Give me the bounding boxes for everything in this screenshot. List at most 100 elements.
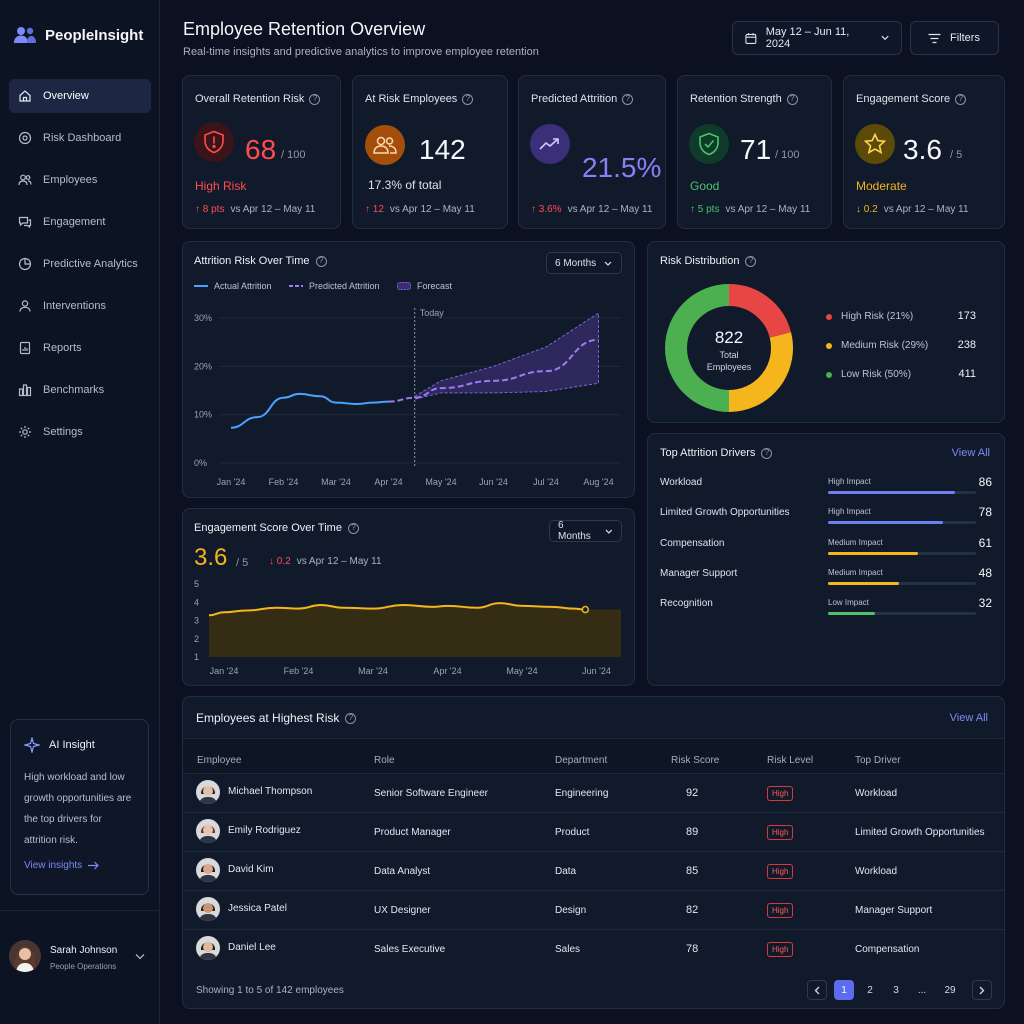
chevron-down-icon[interactable]	[135, 953, 145, 960]
table-view-all-link[interactable]: View All	[949, 712, 988, 724]
sidebar-item-benchmarks[interactable]: Benchmarks	[9, 373, 151, 407]
driver-value: 48	[978, 565, 992, 580]
x-tick-label: Aug '24	[583, 477, 613, 487]
next-page-button[interactable]	[972, 980, 992, 1000]
legend-dot	[826, 371, 832, 378]
sidebar-item-engagement[interactable]: Engagement	[9, 205, 151, 239]
prev-page-button[interactable]	[807, 980, 827, 1000]
engagement-range-select[interactable]: 6 Months	[549, 520, 622, 542]
view-insights-link[interactable]: View insights	[24, 860, 135, 871]
column-header-risk-score[interactable]: Risk Score	[671, 755, 720, 766]
help-icon[interactable]: ?	[955, 93, 967, 105]
brand[interactable]: PeopleInsight	[14, 26, 143, 44]
help-icon[interactable]: ?	[622, 93, 634, 105]
help-icon[interactable]: ?	[345, 712, 357, 724]
page-button-2[interactable]: 2	[867, 984, 873, 996]
kpi-value: 142	[419, 134, 466, 165]
x-tick-label: Feb '24	[269, 477, 299, 487]
user-icon	[19, 300, 31, 312]
legend-label: Low Risk (50%)	[841, 369, 912, 380]
driver-value: 61	[978, 535, 992, 550]
avatar	[196, 936, 220, 960]
sidebar-item-overview[interactable]: Overview	[9, 79, 151, 113]
table-row[interactable]	[182, 812, 1004, 851]
legend-label: Medium Risk (29%)	[841, 340, 929, 351]
kpi-delta: ↓ 0.2 vs Apr 12 – May 11	[856, 204, 969, 215]
users-icon	[365, 125, 405, 165]
date-range-label: May 12 – Jun 11, 2024	[765, 26, 850, 50]
driver-impact: High Impact	[828, 477, 871, 486]
table-row[interactable]	[182, 773, 1004, 812]
filters-button[interactable]: Filters	[910, 21, 999, 55]
attrition-chart-title: Attrition Risk Over Time?	[194, 255, 327, 267]
donut-slice	[728, 332, 793, 412]
page-ellipsis: ...	[917, 984, 927, 996]
kpi-label: Engagement Score?	[856, 93, 967, 105]
driver-value: 78	[978, 505, 992, 520]
user-name: Sarah Johnson	[50, 945, 118, 956]
column-header-role[interactable]: Role	[374, 755, 395, 766]
employee-role: Data Analyst	[374, 866, 431, 877]
column-header-top-driver[interactable]: Top Driver	[855, 755, 901, 766]
page-button-1[interactable]: 1	[834, 980, 854, 1000]
date-range-picker[interactable]: May 12 – Jun 11, 2024	[732, 21, 902, 55]
app-name: PeopleInsight	[45, 26, 144, 44]
sidebar-item-predictive-analytics[interactable]: Predictive Analytics	[9, 247, 151, 281]
kpi-label: Retention Strength?	[690, 93, 798, 105]
page-button-3[interactable]: 3	[893, 984, 899, 996]
risk-legend-item: Low Risk (50%)	[826, 369, 911, 380]
employee-department: Data	[555, 866, 577, 877]
chevron-right-icon	[979, 986, 985, 994]
risk-distribution-title: Risk Distribution?	[660, 255, 757, 267]
attrition-range-select[interactable]: 6 Months	[546, 252, 622, 274]
kpi-value: 68	[245, 134, 277, 165]
table-row[interactable]	[182, 851, 1004, 890]
kpi-card-retention-risk: Overall Retention Risk? 68 / 100 High Ri…	[182, 75, 341, 229]
column-header-risk-level[interactable]: Risk Level	[767, 755, 814, 766]
column-header-department[interactable]: Department	[555, 755, 608, 766]
page-button-29[interactable]: 29	[944, 984, 956, 996]
help-icon[interactable]: ?	[347, 522, 359, 534]
trend-up-icon	[530, 124, 570, 164]
kpi-label: Predicted Attrition?	[531, 93, 634, 105]
sidebar-item-label: Reports	[43, 342, 82, 354]
sidebar-item-settings[interactable]: Settings	[9, 415, 151, 449]
risk-level-badge: High	[767, 903, 794, 918]
legend-dot	[826, 313, 832, 320]
help-icon[interactable]: ?	[309, 93, 321, 105]
table-row[interactable]	[182, 890, 1004, 929]
kpi-card-predicted-attrition: Predicted Attrition? 21.5% ↑ 3.6% vs Apr …	[518, 75, 666, 229]
drivers-view-all-link[interactable]: View All	[951, 447, 990, 459]
sidebar-item-reports[interactable]: Reports	[9, 331, 151, 365]
avatar	[196, 858, 220, 882]
gauge-icon	[18, 131, 32, 145]
sidebar-item-employees[interactable]: Employees	[9, 163, 151, 197]
filter-icon	[928, 33, 941, 43]
risk-score: 89	[686, 826, 699, 838]
help-icon[interactable]: ?	[761, 447, 773, 459]
avatar	[196, 780, 220, 804]
table-row[interactable]	[182, 929, 1004, 968]
help-icon[interactable]: ?	[786, 93, 798, 105]
help-icon[interactable]: ?	[315, 255, 327, 267]
sidebar-item-interventions[interactable]: Interventions	[9, 289, 151, 323]
legend-value: 238	[957, 339, 976, 351]
help-icon[interactable]: ?	[462, 93, 474, 105]
sidebar-item-risk-dashboard[interactable]: Risk Dashboard	[9, 121, 151, 155]
donut-slice	[728, 284, 792, 339]
y-tick-label: 30%	[194, 313, 212, 323]
sidebar-item-label: Settings	[43, 426, 83, 438]
shield-check-icon	[689, 124, 729, 164]
legend-dot	[826, 342, 832, 349]
chevron-down-icon	[604, 261, 612, 266]
column-header-employee[interactable]: Employee	[197, 755, 242, 766]
risk-donut-chart	[665, 284, 793, 412]
employee-department: Engineering	[555, 788, 609, 799]
kpi-delta: ↑ 8 pts vs Apr 12 – May 11	[195, 204, 316, 215]
donut-total-label: Total Employees	[706, 350, 752, 372]
x-tick-label: May '24	[425, 477, 456, 487]
help-icon[interactable]: ?	[745, 255, 757, 267]
user-profile[interactable]: Sarah Johnson People Operations	[0, 910, 160, 1024]
y-tick-label: 3	[194, 616, 199, 626]
view-insights-label: View insights	[24, 860, 83, 871]
